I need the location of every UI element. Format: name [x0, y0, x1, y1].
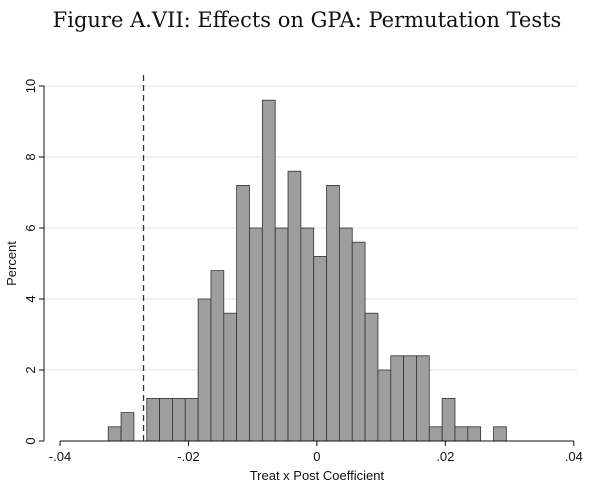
histogram-bar	[261, 99, 276, 442]
y-tick-label: 0	[23, 437, 38, 444]
histogram-bar	[454, 426, 469, 442]
histogram-bar	[120, 412, 135, 442]
y-axis-title: Percent	[4, 241, 19, 286]
histogram-bar	[351, 241, 366, 442]
y-tick-label: 2	[23, 366, 38, 373]
histogram-bar	[441, 397, 456, 442]
histogram-bar	[377, 369, 392, 442]
histogram-bar	[364, 312, 379, 442]
histogram-bar	[403, 355, 417, 442]
histogram-bar	[184, 397, 199, 442]
axes: 0 2 4 6 8 10 -.04 -.02 0 .02 .04	[23, 79, 583, 464]
histogram-bar	[338, 227, 353, 442]
histogram-bar	[197, 298, 212, 442]
histogram-bar	[249, 227, 263, 442]
histogram-bar	[493, 426, 507, 442]
histogram-bar	[428, 426, 443, 442]
x-tick-label: -.04	[49, 449, 71, 464]
histogram-bar	[107, 426, 122, 442]
histogram-bar	[236, 184, 250, 442]
histogram-bar	[146, 397, 160, 442]
histogram-bar	[172, 397, 186, 442]
x-tick-label: .04	[565, 449, 583, 464]
x-tick-label: -.02	[177, 449, 199, 464]
y-tick-label: 6	[23, 224, 38, 231]
histogram-bar	[287, 170, 302, 442]
x-tick-label: .02	[436, 449, 454, 464]
y-tick-label: 4	[23, 295, 38, 302]
histogram-bar	[313, 255, 327, 442]
x-axis-title: Treat x Post Coefficient	[250, 468, 385, 483]
histogram-bars	[107, 99, 507, 442]
figure-title: Figure A.VII: Effects on GPA: Permutatio…	[52, 8, 562, 32]
histogram-bar	[223, 312, 238, 442]
histogram-bar	[467, 426, 482, 442]
histogram-bar	[326, 184, 340, 442]
histogram-bar	[210, 270, 225, 442]
histogram-bar	[416, 355, 430, 442]
y-tick-label: 10	[23, 79, 38, 93]
x-tick-label: 0	[313, 449, 320, 464]
histogram-bar	[159, 397, 173, 442]
histogram-bar	[300, 227, 315, 442]
histogram-bar	[390, 355, 405, 442]
histogram-bar	[274, 227, 289, 442]
y-tick-label: 8	[23, 153, 38, 160]
